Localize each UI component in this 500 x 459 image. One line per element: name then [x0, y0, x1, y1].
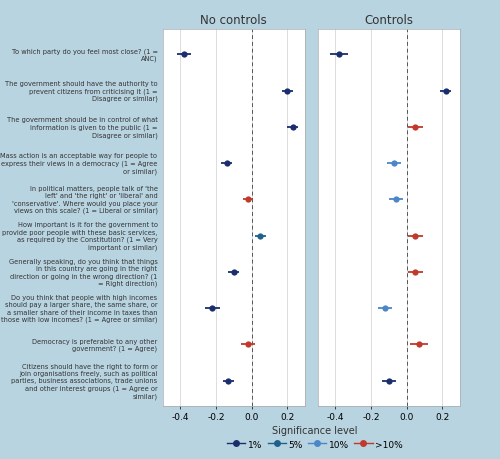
Title: No controls: No controls — [200, 14, 267, 27]
Text: How important is it for the government to
provide poor people with these basic s: How important is it for the government t… — [2, 222, 158, 251]
Text: In political matters, people talk of 'the
left' and 'the right' or 'liberal' and: In political matters, people talk of 'th… — [12, 186, 158, 214]
Text: To which party do you feel most close? (1 =
ANC): To which party do you feel most close? (… — [12, 48, 158, 62]
Title: Controls: Controls — [364, 14, 413, 27]
Text: Generally speaking, do you think that things
in this country are going in the ri: Generally speaking, do you think that th… — [8, 258, 158, 287]
Text: Mass action is an acceptable way for people to
express their views in a democrac: Mass action is an acceptable way for peo… — [0, 153, 158, 174]
Text: Democracy is preferable to any other
government? (1 = Agree): Democracy is preferable to any other gov… — [32, 338, 158, 352]
Text: Citizens should have the right to form or
join organisations freely, such as pol: Citizens should have the right to form o… — [12, 363, 158, 399]
Text: The government should be in control of what
information is given to the public (: The government should be in control of w… — [6, 117, 158, 138]
Legend: 1%, 5%, 10%, >10%: 1%, 5%, 10%, >10% — [224, 421, 406, 452]
Text: Do you think that people with high incomes
should pay a larger share, the same s: Do you think that people with high incom… — [1, 294, 158, 323]
Text: The government should have the authority to
prevent citizens from criticising it: The government should have the authority… — [5, 81, 158, 102]
